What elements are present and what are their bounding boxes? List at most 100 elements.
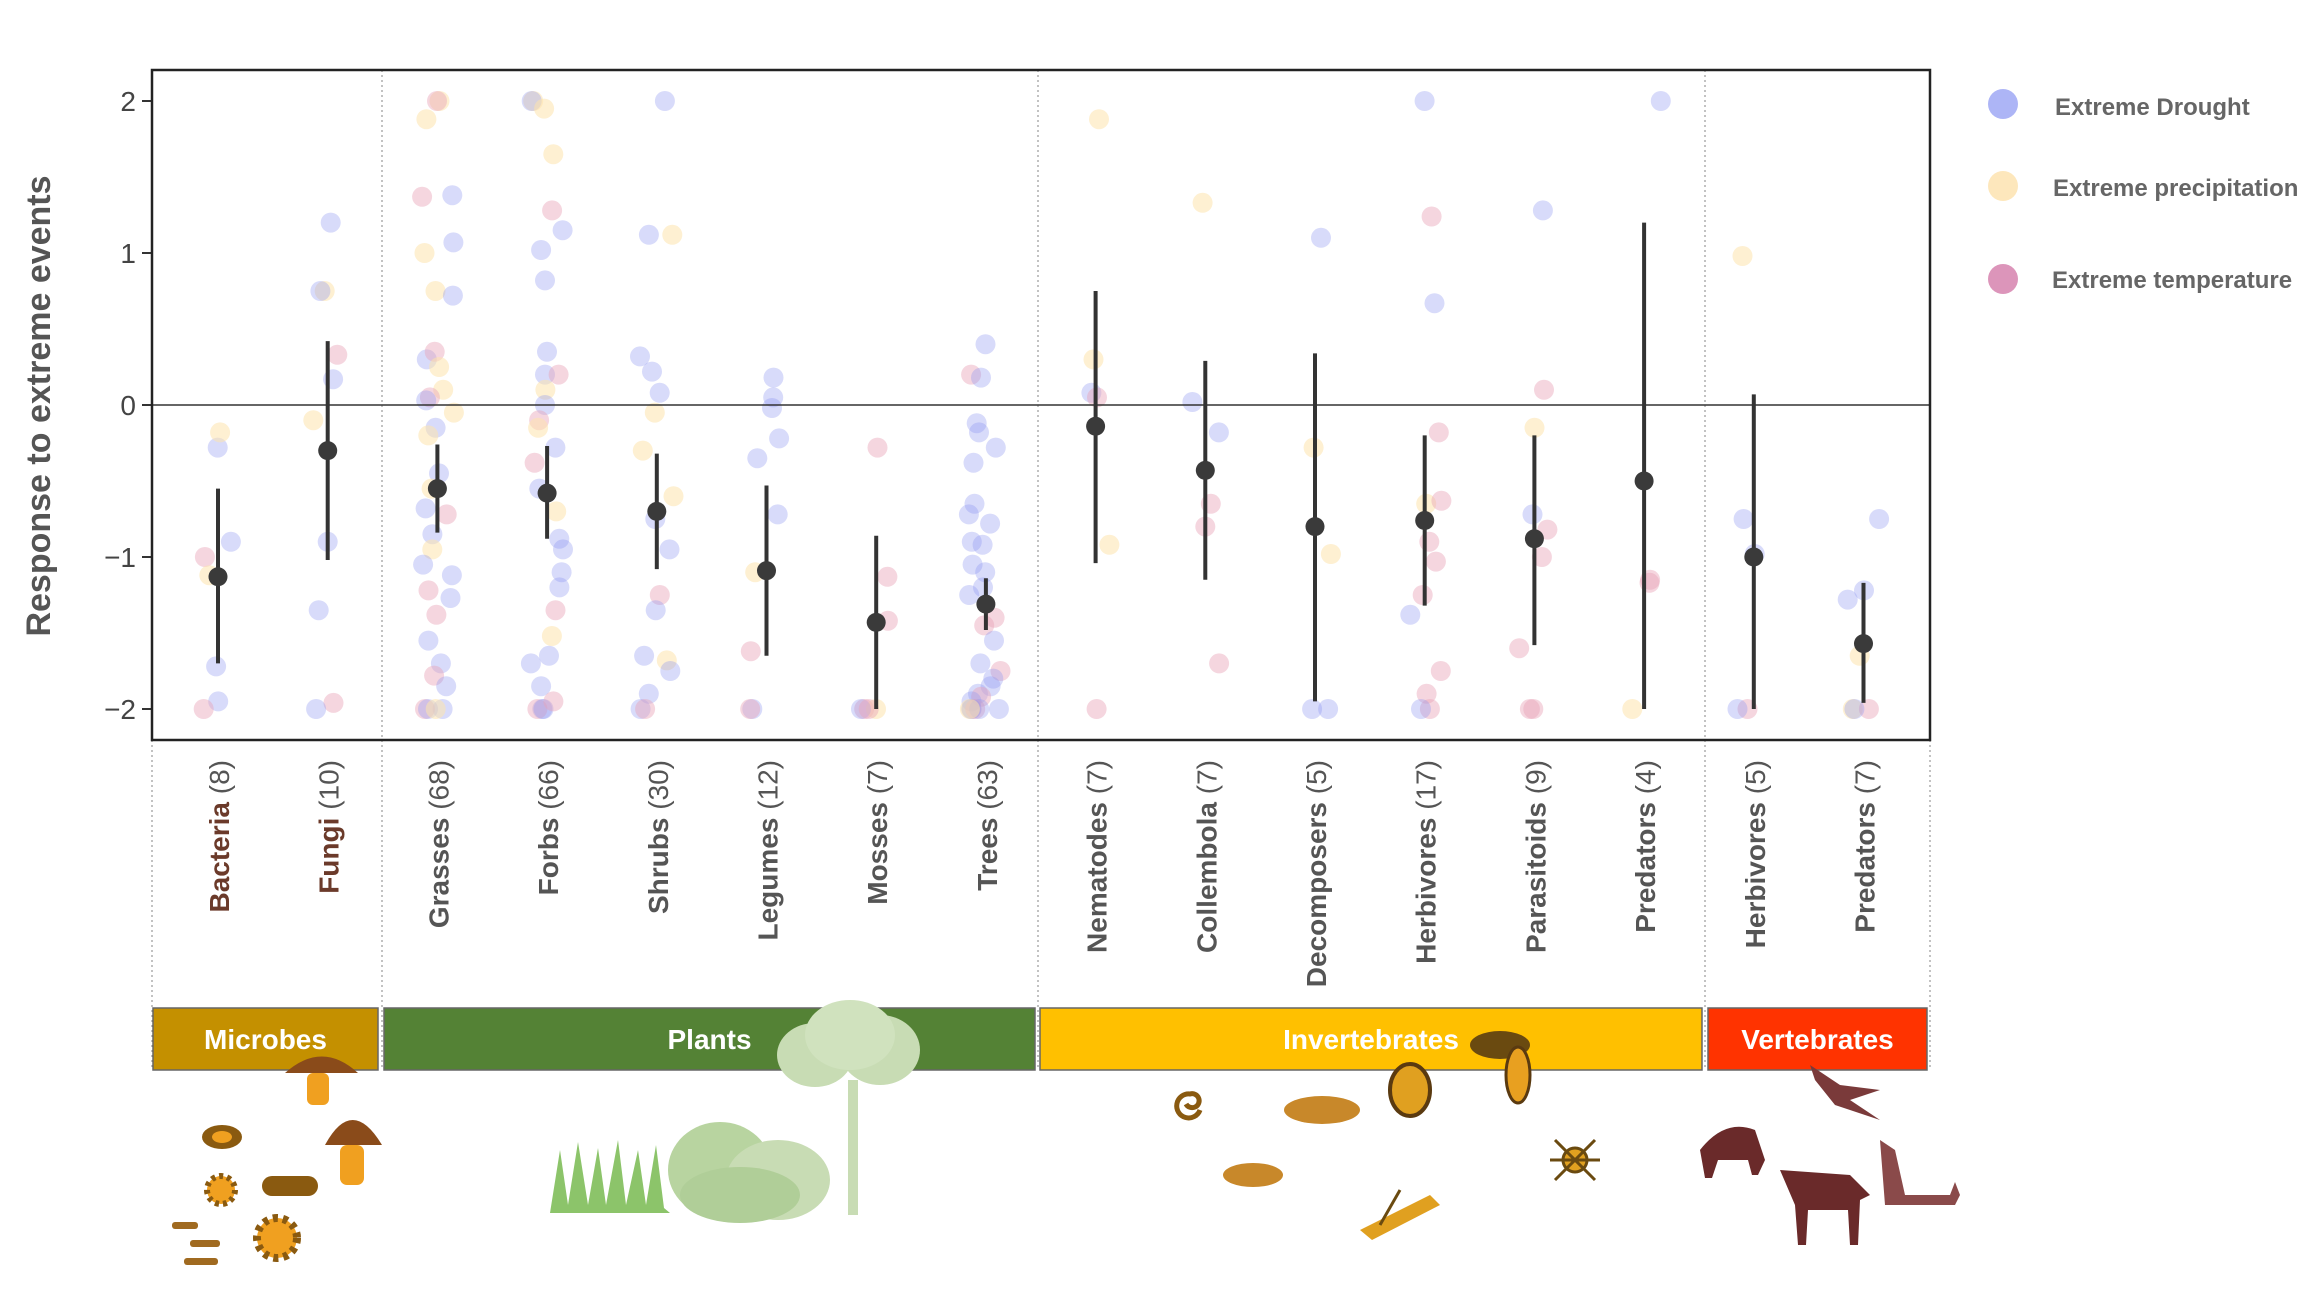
legend-item-precipitation: Extreme precipitation <box>1988 171 2298 202</box>
raw-data-point <box>1419 699 1440 719</box>
category-name: Forbs <box>533 810 564 896</box>
group-bar <box>383 1007 1036 1071</box>
category-label: Trees (63) <box>972 760 1003 891</box>
category-name: Collembola <box>1191 794 1222 953</box>
raw-data-point <box>961 531 982 552</box>
springtail-icon <box>1284 1096 1360 1124</box>
raw-data-point <box>440 588 461 608</box>
raw-data-point <box>1531 547 1552 567</box>
wolf-icon <box>1880 1140 1960 1205</box>
raw-data-point <box>975 562 996 583</box>
category-label: Mosses (7) <box>862 760 893 905</box>
raw-data-point <box>970 653 991 674</box>
mean-point <box>208 567 228 587</box>
raw-data-point <box>533 699 554 719</box>
raw-data-point <box>660 661 681 681</box>
raw-data-point <box>415 498 436 519</box>
raw-data-point <box>635 699 656 719</box>
raw-data-point <box>436 676 457 697</box>
raw-data-point <box>443 402 464 423</box>
category-name: Trees <box>972 810 1003 891</box>
legend-label-drought: Extreme Drought <box>2055 94 2250 121</box>
raw-data-point <box>425 699 446 719</box>
raw-data-point <box>314 281 335 301</box>
raw-data-point <box>1858 699 1879 719</box>
raw-data-point <box>531 676 552 697</box>
raw-data-point <box>426 604 447 625</box>
mushroom-icon <box>285 1056 358 1105</box>
raw-data-point <box>1837 589 1858 610</box>
raw-data-point <box>208 691 229 712</box>
raw-data-point <box>442 185 463 206</box>
raw-data-point <box>424 665 445 686</box>
raw-data-point <box>740 699 761 719</box>
raw-data-point <box>427 91 447 111</box>
raw-data-point <box>851 699 871 719</box>
raw-data-point <box>649 382 670 403</box>
raw-data-point <box>539 645 559 666</box>
raw-data-point <box>763 367 784 388</box>
spider-icon <box>1550 1138 1600 1182</box>
raw-data-point <box>220 531 241 552</box>
raw-data-point <box>1431 490 1452 511</box>
raw-data-point <box>1842 699 1863 719</box>
raw-data-point <box>964 493 985 514</box>
raw-data-point <box>973 577 993 598</box>
category-count: (7) <box>862 760 893 794</box>
legend-label-precipitation: Extreme precipitation <box>2053 175 2298 202</box>
raw-data-point <box>541 626 562 646</box>
raw-data-point <box>320 212 341 233</box>
y-tick-label: 0 <box>120 390 136 421</box>
raw-data-point <box>632 440 653 461</box>
raw-data-point <box>980 676 1001 697</box>
raw-data-point <box>638 683 659 704</box>
mushroom-icon <box>325 1120 382 1185</box>
category-label: Legumes (12) <box>753 760 784 941</box>
group-bar <box>1039 1007 1703 1071</box>
raw-data-point <box>654 91 675 111</box>
raw-data-point <box>545 600 566 621</box>
raw-data-point <box>663 486 684 507</box>
category-name: Legumes <box>753 810 784 941</box>
raw-data-point <box>990 661 1011 681</box>
raw-data-point <box>972 534 993 555</box>
shrub-icon <box>668 1122 830 1223</box>
plot-frame <box>150 68 1932 742</box>
raw-data-point <box>207 437 228 458</box>
raw-data-point <box>193 699 214 719</box>
microbe-illustrations <box>172 1056 382 1265</box>
group-bar <box>152 1007 379 1071</box>
wildebeest-icon <box>1780 1170 1870 1245</box>
raw-data-point <box>524 452 545 473</box>
raw-data-point <box>422 539 443 560</box>
raw-data-point <box>1311 227 1331 248</box>
legend-marker-drought <box>1988 89 2018 119</box>
mean-point <box>1854 634 1873 654</box>
group-label: Microbes <box>204 1024 327 1055</box>
raw-data-point <box>419 387 440 408</box>
category-label: Decomposers (5) <box>1301 760 1332 987</box>
raw-data-point <box>308 600 329 621</box>
invertebrate-illustrations <box>1174 1031 1600 1240</box>
raw-data-point <box>418 425 439 446</box>
raw-data-point <box>656 650 677 671</box>
category-name: Shrubs <box>643 810 674 914</box>
mean-point <box>1744 547 1764 567</box>
bison-icon <box>1700 1126 1765 1178</box>
mean-point <box>757 561 776 581</box>
raw-data-point <box>441 565 462 586</box>
category-label: Nematodes (7) <box>1082 760 1113 953</box>
raw-data-point <box>961 364 982 385</box>
category-count: (30) <box>643 760 674 810</box>
raw-data-point <box>1869 509 1890 529</box>
raw-data-point <box>543 691 564 712</box>
raw-data-point <box>1650 91 1671 111</box>
raw-data-point <box>969 422 989 443</box>
raw-data-point <box>1318 699 1339 719</box>
raw-data-point <box>303 410 324 431</box>
mean-point <box>1415 511 1435 531</box>
raw-data-point <box>537 341 557 362</box>
raw-data-point <box>644 402 665 423</box>
vertebrate-illustrations <box>1700 1065 1960 1245</box>
y-tick-label: 1 <box>120 238 136 269</box>
